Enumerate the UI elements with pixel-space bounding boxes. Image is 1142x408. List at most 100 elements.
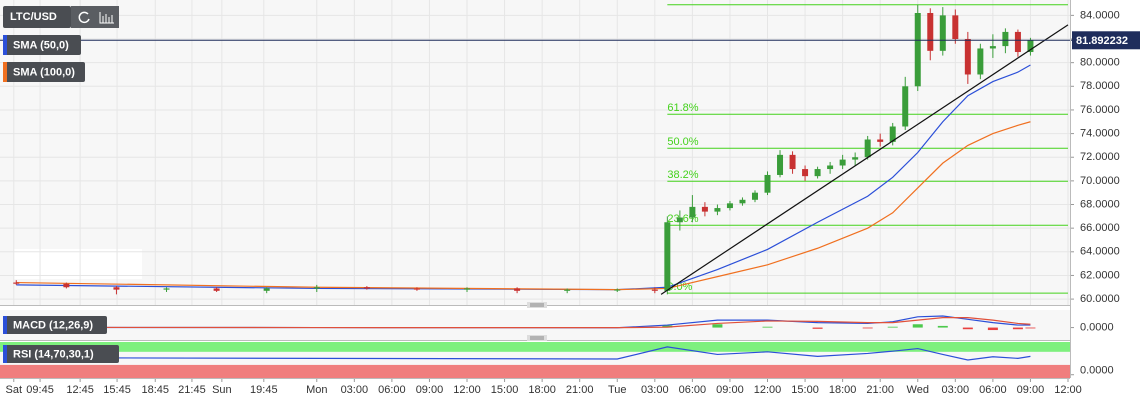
x-tick-label: 15:00 — [491, 384, 519, 396]
x-tick-label: 09:00 — [416, 384, 444, 396]
candle-body — [977, 48, 984, 75]
histogram-bar — [662, 325, 673, 328]
candle-body — [651, 289, 658, 291]
current-price-box — [1072, 31, 1140, 50]
candle-body — [1027, 40, 1034, 53]
plot-layer: Sat 09:45 12:45 15:45 18:45 21:45 Sun 19:45 Mon 0… — [0, 0, 1140, 396]
histogram-bar — [1012, 327, 1023, 330]
candle-body — [63, 283, 70, 288]
legend-box[interactable] — [3, 345, 119, 363]
x-tick-label: Tue — [608, 384, 627, 396]
x-tick-label: 19:45 — [250, 384, 278, 396]
candle-body — [163, 288, 170, 290]
y-tick-label: 78.0000 — [1080, 80, 1120, 92]
refresh-icon — [78, 11, 90, 24]
y-tick-label: 70.0000 — [1080, 175, 1120, 187]
legend-box[interactable] — [3, 35, 81, 55]
y-tick-label: 64.0000 — [1080, 246, 1120, 258]
candle-body — [13, 282, 20, 284]
legend-box[interactable] — [3, 316, 107, 334]
candle-body — [614, 289, 621, 291]
legend-label: RSI (14,70,30,1) — [13, 348, 94, 360]
candle-body — [764, 174, 771, 193]
legend-box[interactable] — [3, 62, 85, 82]
histogram-bar — [912, 324, 923, 328]
y-tick-label: 74.0000 — [1080, 127, 1120, 139]
y-tick-label: 68.0000 — [1080, 198, 1120, 210]
histogram-bar — [987, 327, 998, 331]
x-tick-label: 12:45 — [66, 384, 94, 396]
histogram-bar — [712, 324, 723, 328]
x-tick-label: 18:00 — [528, 384, 556, 396]
legend-label: SMA (100,0) — [13, 66, 75, 78]
overbought-band — [0, 342, 1070, 352]
x-tick-label: 03:00 — [641, 384, 669, 396]
indicator-line — [16, 346, 1031, 361]
x-tick-label: 12:00 — [754, 384, 782, 396]
candle-body — [676, 217, 683, 223]
indicator-line — [16, 315, 1031, 329]
x-tick-label: Sun — [212, 384, 232, 396]
main-panel — [0, 0, 1070, 305]
histogram-bar — [962, 327, 973, 330]
histogram-bar — [1025, 327, 1036, 329]
x-tick-label: 09:00 — [1017, 384, 1045, 396]
indicator-icon — [99, 12, 114, 24]
legend-swatch — [3, 316, 7, 334]
candle-body — [714, 208, 721, 212]
candle-body — [852, 157, 859, 160]
refresh-button[interactable] — [71, 6, 95, 28]
x-tick-label: 18:45 — [141, 384, 169, 396]
current-price-label: 81.892232 — [1076, 35, 1128, 47]
x-tick-label: 21:00 — [566, 384, 594, 396]
splitter[interactable] — [527, 335, 547, 341]
candle-body — [1014, 31, 1021, 53]
candle-body — [751, 192, 758, 200]
x-tick-label: 21:00 — [866, 384, 894, 396]
candle-body — [726, 203, 733, 209]
legend-swatch — [3, 35, 7, 55]
y-tick-label: 62.0000 — [1080, 269, 1120, 281]
y-tick-label: 66.0000 — [1080, 222, 1120, 234]
candle-body — [864, 139, 871, 158]
x-tick-label: 09:00 — [716, 384, 744, 396]
x-tick-label: 09:45 — [26, 384, 54, 396]
symbol-box[interactable] — [3, 6, 71, 28]
x-tick-label: Wed — [907, 384, 929, 396]
x-tick-label: Sat — [6, 384, 23, 396]
y-tick-label: 76.0000 — [1080, 104, 1120, 116]
legend-swatch — [3, 345, 7, 363]
y-tick-label: 72.0000 — [1080, 151, 1120, 163]
candle-body — [213, 288, 220, 291]
symbol-label: LTC/USD — [10, 11, 57, 23]
x-tick-label: Mon — [306, 384, 327, 396]
candle-body — [113, 287, 120, 290]
candle-body — [263, 288, 270, 291]
y-tick-label: 80.0000 — [1080, 57, 1120, 69]
x-tick-label: 06:00 — [378, 384, 406, 396]
x-tick-label: 15:45 — [103, 384, 131, 396]
candle-body — [964, 39, 971, 75]
indicator-button[interactable] — [95, 6, 119, 28]
x-tick-label: 18:00 — [829, 384, 857, 396]
candle-body — [889, 126, 896, 142]
candle-body — [363, 287, 370, 289]
splitter[interactable] — [527, 302, 547, 308]
candle-body — [739, 199, 746, 204]
legend-label: SMA (50,0) — [13, 39, 69, 51]
candle-body — [914, 13, 921, 87]
candle-body — [313, 287, 320, 289]
x-tick-label: 15:00 — [791, 384, 819, 396]
candle-body — [939, 15, 946, 51]
indicator-line — [16, 317, 1031, 329]
legend-swatch — [3, 62, 7, 82]
candle-body — [1002, 31, 1009, 47]
candle-body — [802, 169, 809, 177]
candle-body — [902, 86, 909, 127]
candle-body — [413, 288, 420, 290]
candle-body — [464, 288, 471, 290]
y-tick-label: 84.0000 — [1080, 9, 1120, 21]
trendline — [660, 24, 1069, 295]
